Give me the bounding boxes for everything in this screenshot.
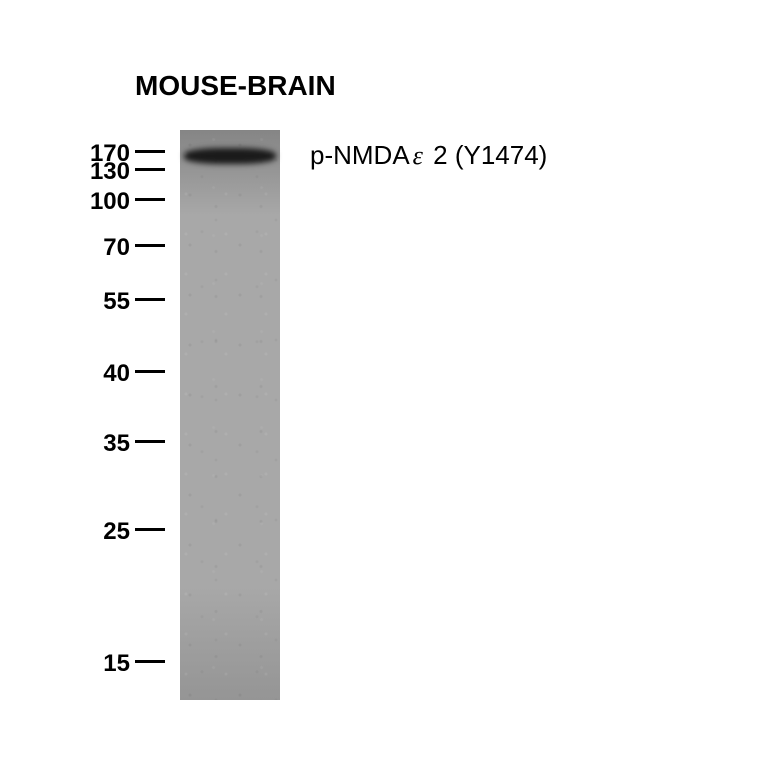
marker-label-100: 100 [70,188,130,216]
marker-label-40: 40 [70,360,130,388]
antibody-prefix: p-NMDA [310,140,410,170]
marker-label-55: 55 [70,288,130,316]
marker-tick-25 [135,528,165,531]
marker-tick-130 [135,168,165,171]
marker-tick-170 [135,150,165,153]
antibody-label: p-NMDAε 2 (Y1474) [310,140,547,171]
blot-noise [180,130,280,700]
marker-tick-40 [135,370,165,373]
marker-label-35: 35 [70,430,130,458]
marker-tick-55 [135,298,165,301]
marker-label-15: 15 [70,650,130,678]
antibody-greek-epsilon: ε [413,141,423,170]
sample-label: MOUSE-BRAIN [135,70,336,102]
protein-band [184,148,276,164]
blot-lane [180,130,280,700]
marker-tick-100 [135,198,165,201]
marker-tick-15 [135,660,165,663]
marker-tick-35 [135,440,165,443]
marker-label-25: 25 [70,518,130,546]
marker-label-70: 70 [70,234,130,262]
marker-label-130: 130 [70,158,130,186]
antibody-suffix: 2 (Y1474) [426,140,547,170]
western-blot-figure: MOUSE-BRAIN 170130100705540352515 p-NMDA… [0,0,764,764]
marker-tick-70 [135,244,165,247]
